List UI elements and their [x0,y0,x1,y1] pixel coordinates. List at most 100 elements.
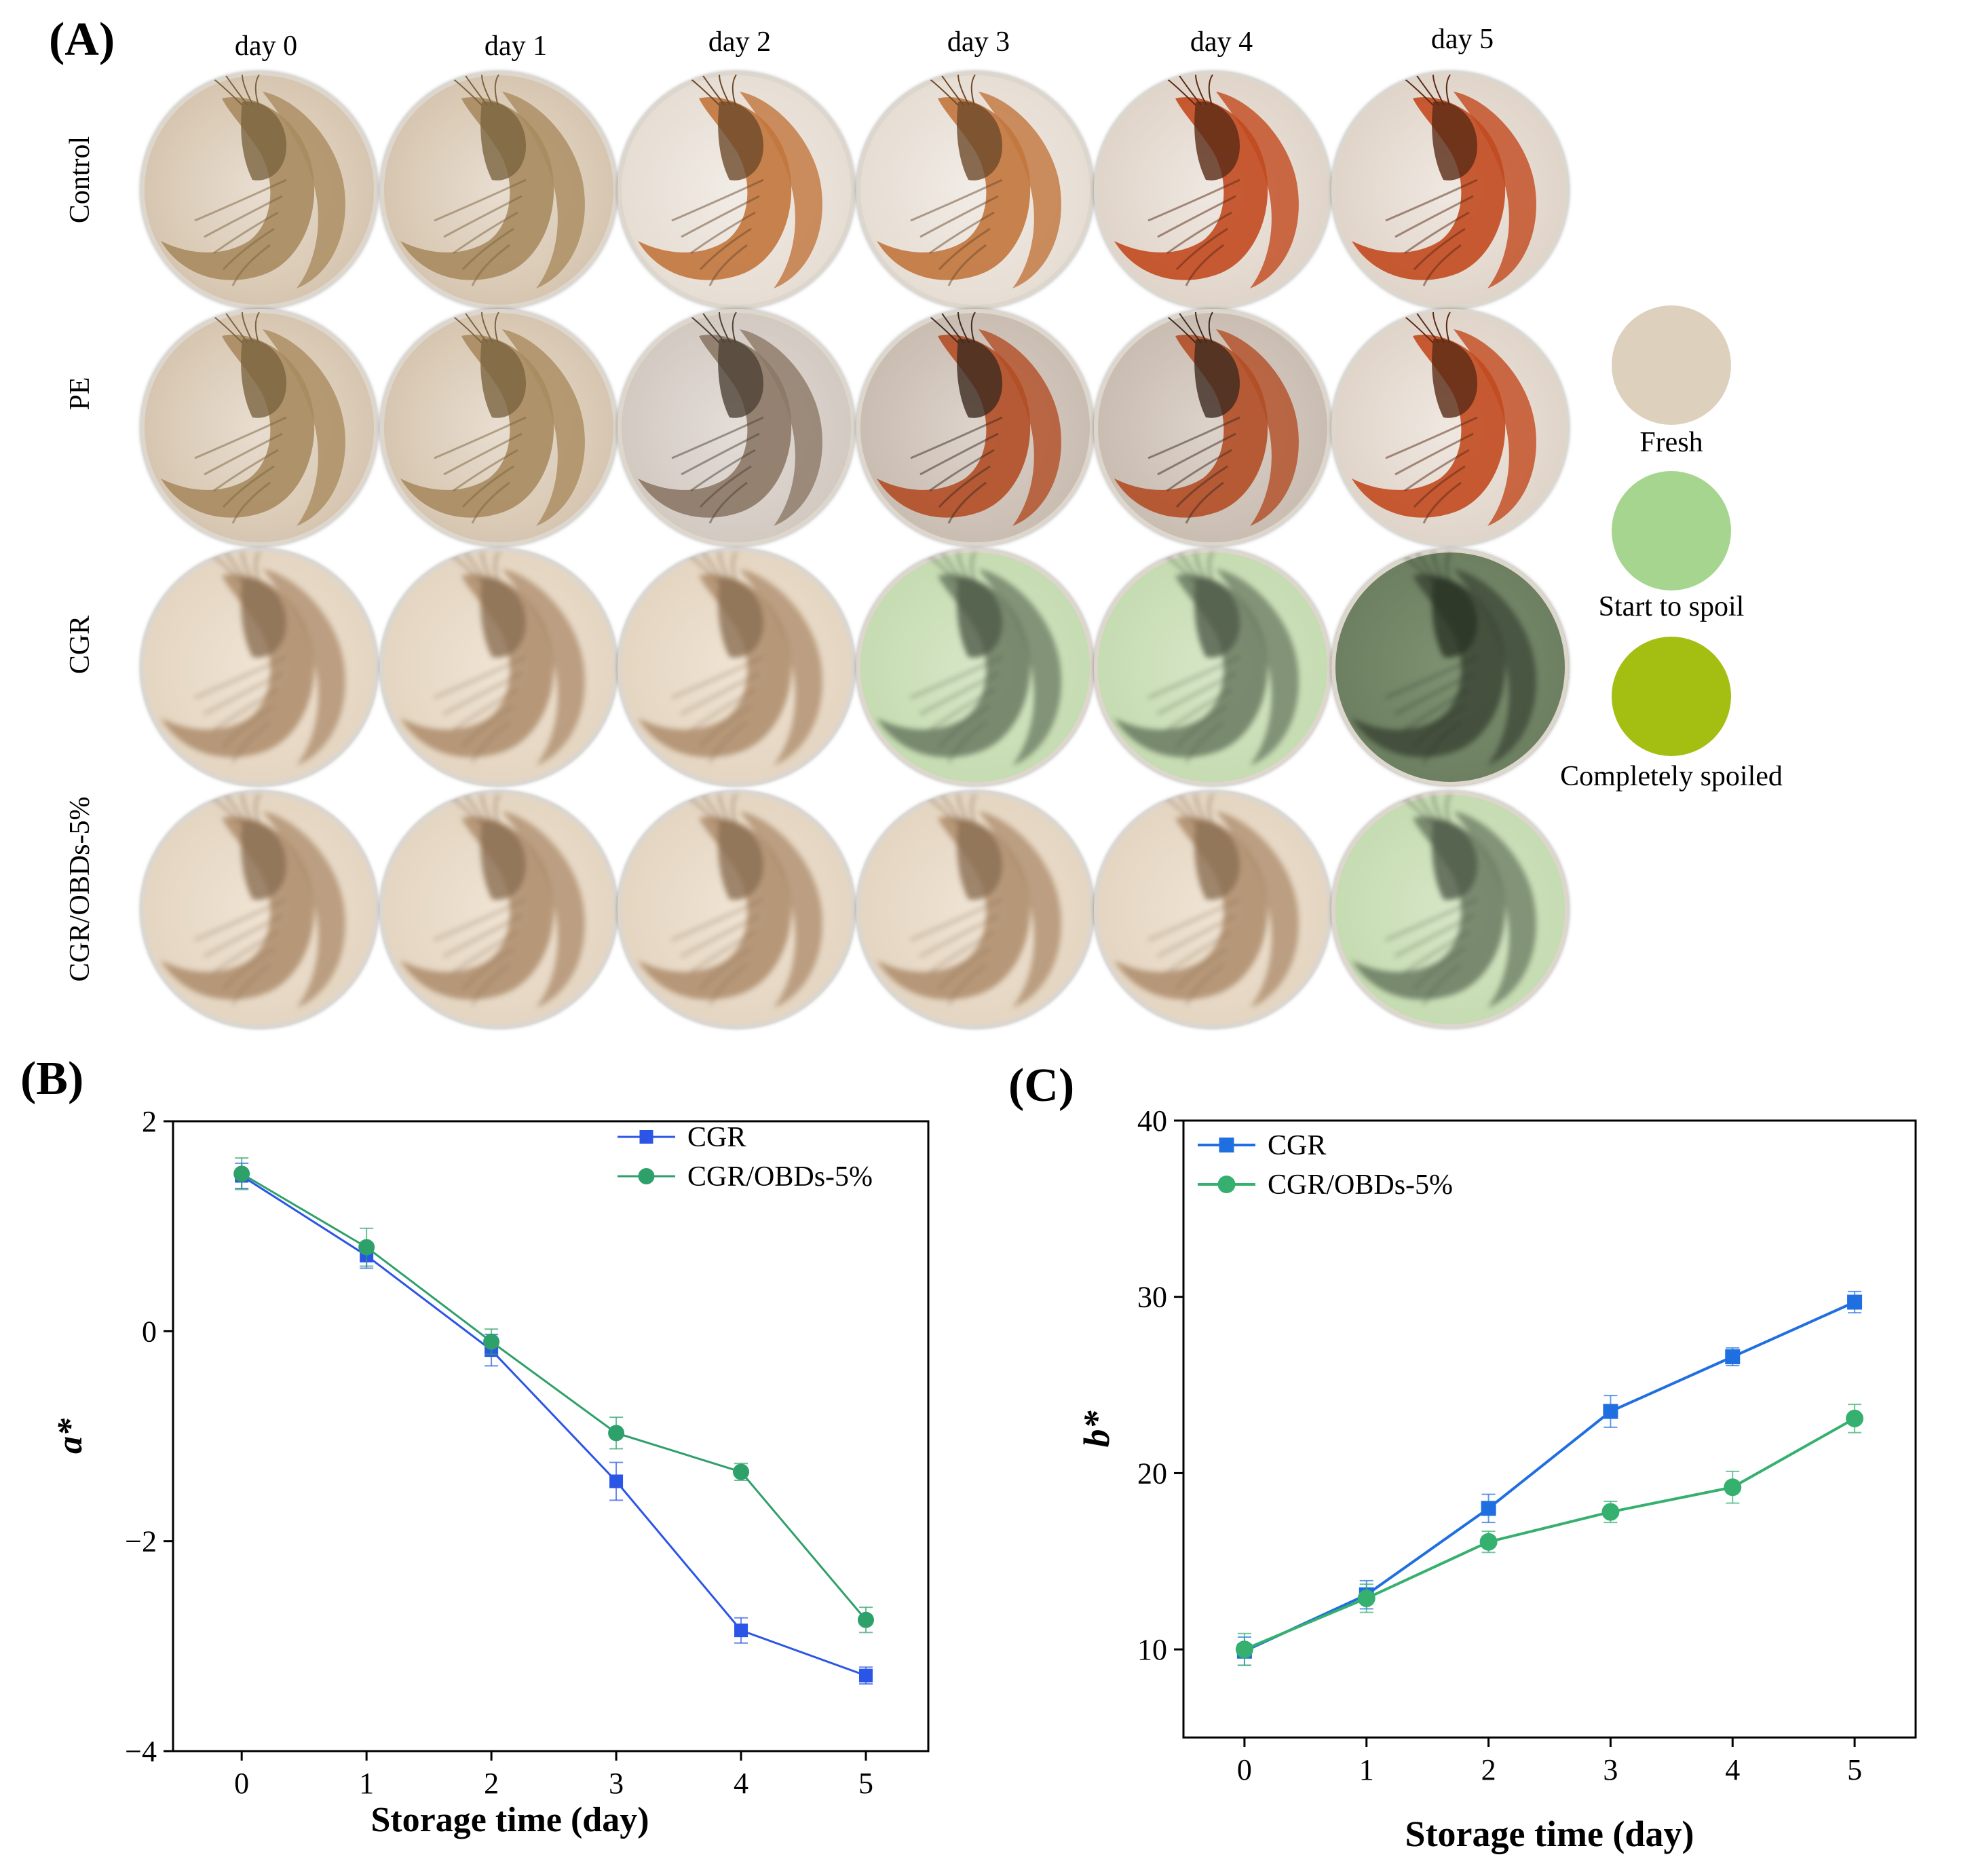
x-tick-label: 3 [1603,1753,1618,1786]
shrimp-illustration [877,74,1061,288]
shrimp-dish [1094,71,1331,309]
shrimp-illustration [1352,793,1536,1008]
y-axis-label: b* [1076,1410,1117,1448]
x-tick-label: 5 [858,1767,873,1800]
legend-label-completely-spoiled: Completely spoiled [1560,761,1783,792]
data-point [1357,1589,1375,1607]
y-tick-label: −4 [125,1735,157,1768]
data-point [858,1611,875,1628]
shrimp-illustration [877,312,1061,526]
data-point [1479,1533,1498,1551]
legend-label: CGR/OBDs-5% [1268,1169,1453,1201]
day-label: day 4 [1190,26,1253,58]
shrimp-dish [1094,309,1331,546]
data-point [733,1463,750,1480]
day-label: day 1 [484,31,548,62]
shrimp-dish [1331,71,1569,309]
shrimp-illustration [1114,312,1299,526]
shrimp-illustration [400,74,585,288]
shrimp-dish [856,71,1094,309]
panel-a-label: (A) [49,14,115,66]
shrimp-illustration [638,551,822,766]
shrimp-illustration [638,793,822,1008]
shrimp-dish [140,791,378,1028]
x-tick-label: 4 [734,1767,748,1800]
data-point [734,1624,748,1638]
series-line [1244,1417,1856,1651]
shrimp-dish [618,71,855,309]
shrimp-dish [140,548,378,786]
day-label: day 0 [234,31,298,62]
shrimp-illustration [1352,551,1536,766]
x-tick-label: 5 [1847,1753,1862,1786]
shrimp-dish [618,309,855,546]
shrimp-illustration [400,793,585,1008]
shrimp-illustration [1352,74,1536,288]
shrimp-dish [856,309,1094,546]
legend-label-start-to-spoil: Start to spoil [1598,591,1745,622]
panel-c-label: (C) [1008,1059,1075,1112]
legend-swatch-completely-spoiled [1612,637,1731,756]
row-label-cgr: CGR [64,615,96,675]
x-tick-label: 0 [234,1767,249,1800]
shrimp-dish [140,309,378,546]
legend-marker [639,1130,653,1144]
shrimp-dish [380,71,618,309]
shrimp-illustration [161,312,345,526]
data-point [233,1165,250,1182]
panel-b-label: (B) [20,1053,84,1105]
shrimp-illustration [1114,551,1299,766]
shrimp-dish [856,548,1094,786]
y-axis-label: a* [51,1418,90,1454]
data-point [483,1333,500,1350]
row-label-pe: PE [64,377,96,411]
shrimp-dish [1094,791,1331,1028]
data-point [1235,1640,1253,1659]
row-label-cgr-obds: CGR/OBDs-5% [64,796,96,982]
shrimp-dish [1331,548,1569,786]
shrimp-illustration [161,793,345,1008]
data-point [1846,1409,1864,1427]
x-tick-label: 2 [1481,1753,1496,1786]
data-point [1481,1501,1496,1516]
data-point [609,1474,624,1488]
data-point [1601,1503,1620,1521]
legend-label: CGR/OBDs-5% [687,1161,873,1193]
y-tick-label: 2 [142,1105,157,1138]
x-tick-label: 3 [609,1767,624,1800]
series-line [241,1173,867,1621]
legend-marker [1217,1176,1236,1193]
legend-swatch-fresh [1612,305,1731,425]
shrimp-illustration [400,312,585,526]
shrimp-dish [140,71,378,309]
data-point [1847,1294,1863,1310]
data-point [1603,1404,1618,1419]
shrimp-dish [1331,791,1569,1028]
shrimp-dish [1094,548,1331,786]
series-line [1244,1300,1855,1653]
data-point [1725,1349,1741,1365]
y-tick-label: 20 [1137,1457,1167,1490]
x-axis-label: Storage time (day) [1405,1814,1694,1854]
plot-frame [172,1120,930,1752]
shrimp-illustration [638,74,822,288]
shrimp-dish [618,548,855,786]
data-point [859,1668,873,1683]
row-label-control: Control [64,136,96,224]
shrimp-dish [618,791,855,1028]
data-point [1724,1478,1742,1497]
shrimp-dish [380,309,618,546]
day-label: day 3 [947,26,1010,58]
series-line [241,1175,867,1677]
legend-label: CGR [1268,1130,1326,1161]
legend-label: CGR [687,1122,746,1153]
x-tick-label: 4 [1725,1753,1740,1786]
legend-swatch-start-to-spoil [1612,471,1731,590]
x-tick-label: 1 [359,1767,374,1800]
shrimp-illustration [1352,312,1536,526]
x-tick-label: 1 [1359,1753,1374,1786]
day-label: day 5 [1430,24,1494,55]
y-tick-label: 40 [1137,1104,1167,1138]
data-point [608,1425,625,1442]
